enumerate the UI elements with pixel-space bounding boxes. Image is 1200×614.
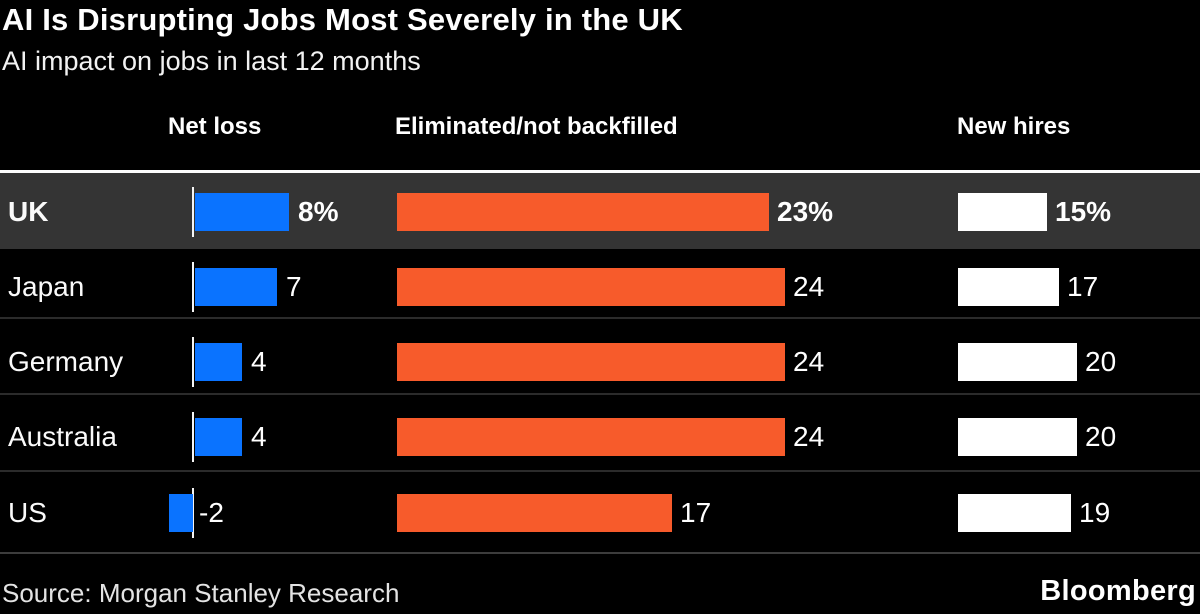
row-label-japan: Japan <box>8 271 85 302</box>
new-hires-bar <box>958 343 1077 381</box>
net-loss-value-label: -2 <box>199 497 224 528</box>
net-loss-axis-tick <box>192 337 194 387</box>
net-loss-bar <box>195 193 289 231</box>
net-loss-bar <box>195 268 277 306</box>
row-label-us: US <box>8 497 47 528</box>
eliminated-bar <box>397 193 769 231</box>
chart-title: AI Is Disrupting Jobs Most Severely in t… <box>2 2 683 37</box>
row-label-australia: Australia <box>8 421 117 452</box>
net-loss-bar <box>195 343 242 381</box>
source-credit: Source: Morgan Stanley Research <box>2 578 400 608</box>
net-loss-axis-tick <box>192 262 194 312</box>
eliminated-value-label: 24 <box>793 271 825 302</box>
net-loss-bar <box>195 418 242 456</box>
net-loss-value-label: 4 <box>251 346 267 377</box>
new-hires-bar <box>958 268 1059 306</box>
new-hires-value-label: 17 <box>1067 271 1099 302</box>
column-header-net-loss: Net loss <box>168 113 262 140</box>
net-loss-axis-tick <box>192 187 194 237</box>
new-hires-bar <box>958 418 1077 456</box>
chart-subtitle: AI impact on jobs in last 12 months <box>2 46 421 76</box>
net-loss-value-label: 4 <box>251 421 267 452</box>
new-hires-value-label: 19 <box>1079 497 1111 528</box>
eliminated-value-label: 24 <box>793 421 825 452</box>
new-hires-value-label: 20 <box>1085 421 1117 452</box>
highlight-row-top-border <box>0 170 1200 173</box>
eliminated-value-label: 24 <box>793 346 825 377</box>
row-divider <box>0 317 1200 319</box>
row-label-germany: Germany <box>8 346 124 377</box>
row-divider <box>0 393 1200 395</box>
new-hires-bar <box>958 494 1071 532</box>
net-loss-value-label: 8% <box>298 196 339 227</box>
net-loss-axis-tick <box>192 412 194 462</box>
bloomberg-logo: Bloomberg <box>1040 575 1196 607</box>
eliminated-value-label: 17 <box>680 497 712 528</box>
eliminated-bar <box>397 268 785 306</box>
row-divider <box>0 470 1200 472</box>
eliminated-bar <box>397 418 785 456</box>
eliminated-value-label: 23% <box>777 196 834 227</box>
net-loss-value-label: 7 <box>286 271 302 302</box>
new-hires-value-label: 20 <box>1085 346 1117 377</box>
eliminated-bar <box>397 494 672 532</box>
net-loss-axis-tick <box>192 488 194 538</box>
column-header-new-hires: New hires <box>957 113 1071 140</box>
chart-bottom-divider <box>0 552 1200 554</box>
column-header-eliminated: Eliminated/not backfilled <box>395 113 678 140</box>
new-hires-value-label: 15% <box>1055 196 1112 227</box>
net-loss-bar <box>169 494 193 532</box>
row-label-uk: UK <box>8 196 49 227</box>
new-hires-bar <box>958 193 1047 231</box>
eliminated-bar <box>397 343 785 381</box>
